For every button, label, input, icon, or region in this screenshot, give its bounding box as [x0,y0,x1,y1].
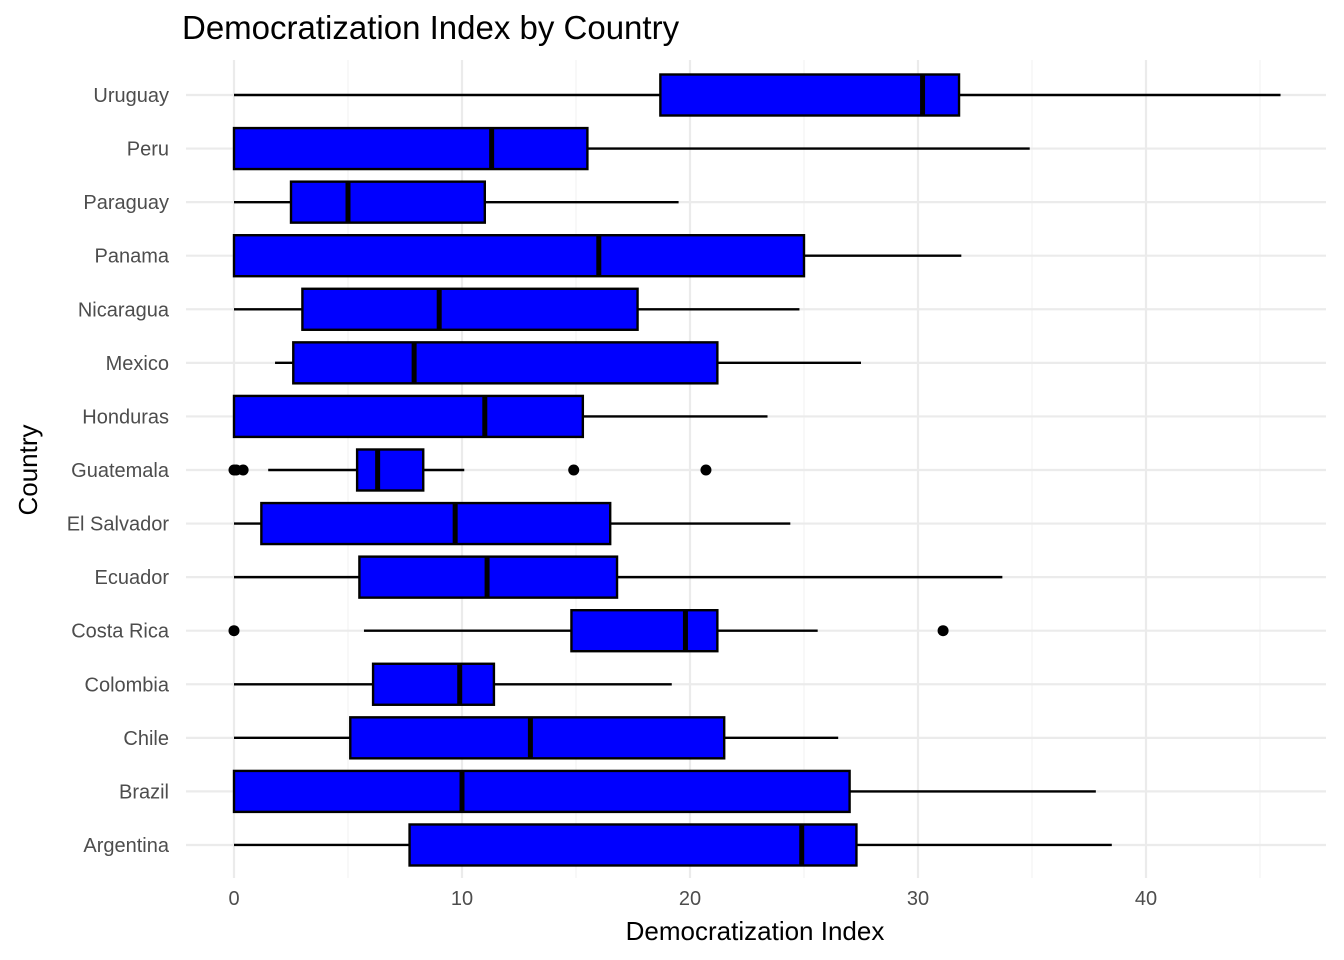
y-tick-label: Ecuador [95,567,170,589]
y-tick-label: Uruguay [93,85,169,107]
box-mexico [275,341,861,385]
x-axis-title: Democratization Index [626,916,885,946]
box-iqr [408,823,858,867]
box-uruguay [234,73,1281,117]
box-chile [234,716,839,760]
box-iqr [659,73,961,117]
box-iqr [371,662,496,706]
x-tick-label: 0 [228,888,239,910]
y-tick-label: Panama [95,246,170,268]
y-tick-label: Costa Rica [71,621,170,643]
y-axis-title: Country [13,424,43,515]
box-iqr [570,609,719,653]
box-argentina [234,823,1112,867]
y-tick-label: Honduras [82,406,169,428]
x-tick-label: 20 [679,888,701,910]
y-tick-label: Mexico [106,353,169,375]
box-paraguay [234,180,679,224]
y-axis-tick-labels: Argentina Brazil Chile Colombia Costa Rica Ec… [67,85,170,857]
box-iqr [260,501,612,546]
box-iqr [232,394,585,439]
box-iqr [232,234,806,278]
box-ecuador [234,555,1003,599]
y-tick-label: Brazil [119,781,169,803]
y-tick-label: Peru [127,139,169,161]
outlier-point [237,464,249,476]
box-iqr [292,341,719,385]
outlier-point [228,625,240,637]
y-tick-label: Nicaragua [78,299,170,321]
box-panama [232,234,962,278]
y-tick-label: El Salvador [67,514,170,536]
box-nicaragua [234,287,800,331]
box-guatemala [228,448,712,492]
box-brazil [232,769,1096,814]
box-el-salvador [234,501,791,546]
box-iqr [349,716,726,760]
y-tick-label: Chile [123,728,169,750]
box-iqr [232,126,589,171]
chart-title: Democratization Index by Country [182,9,680,46]
box-honduras [232,394,768,439]
box-iqr [232,769,851,814]
x-tick-label: 10 [451,888,473,910]
boxes [228,73,1281,867]
box-iqr [355,448,425,492]
x-axis-tick-labels: 0 10 20 30 40 [228,888,1157,910]
outlier-point [937,625,949,637]
y-tick-label: Paraguay [83,192,169,214]
box-costa-rica [228,609,949,653]
x-tick-label: 30 [907,888,929,910]
y-tick-label: Argentina [83,835,169,857]
y-tick-label: Guatemala [71,460,170,482]
box-iqr [301,287,639,331]
box-iqr [289,180,487,224]
box-peru [232,126,1030,171]
outlier-point [568,464,580,476]
x-tick-label: 40 [1135,888,1157,910]
outlier-point [700,464,712,476]
box-colombia [234,662,672,706]
y-tick-label: Colombia [85,674,170,696]
